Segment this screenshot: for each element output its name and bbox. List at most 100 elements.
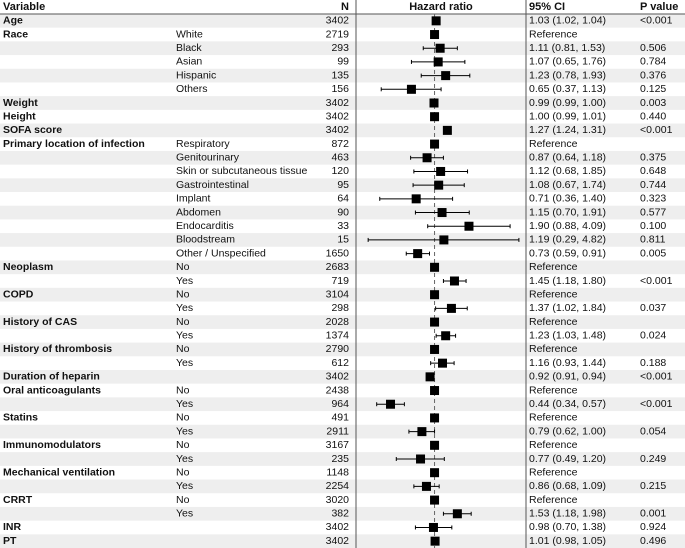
hr-square <box>430 386 440 396</box>
subgroup-label: No <box>176 466 190 478</box>
p-value: 0.375 <box>640 152 666 164</box>
hr-square <box>430 344 440 354</box>
variable-label: Primary location of infection <box>3 138 145 150</box>
n-value: 719 <box>331 275 349 287</box>
n-value: 15 <box>337 234 349 246</box>
ci-text: 0.73 (0.59, 0.91) <box>529 247 606 259</box>
ci-text: 1.03 (1.02, 1.04) <box>529 15 606 27</box>
subgroup-label: Yes <box>176 425 193 437</box>
variable-label: Race <box>3 28 28 40</box>
n-value: 235 <box>331 453 349 465</box>
n-value: 3402 <box>326 124 350 136</box>
row-shade <box>0 342 685 357</box>
ci-text: 1.23 (0.78, 1.93) <box>529 69 606 81</box>
variable-label: Weight <box>3 97 38 109</box>
subgroup-label: Yes <box>176 357 193 369</box>
row-shade <box>0 424 685 439</box>
hr-square <box>433 57 443 67</box>
subgroup-label: Yes <box>176 453 193 465</box>
header-n: N <box>341 1 349 13</box>
subgroup-label: Yes <box>176 480 193 492</box>
subgroup-label: Genitourinary <box>176 152 240 164</box>
p-value: 0.744 <box>640 179 666 191</box>
p-value: 0.811 <box>640 234 666 246</box>
ci-text: 1.45 (1.18, 1.80) <box>529 275 606 287</box>
hr-square <box>431 16 441 26</box>
hr-square <box>452 509 462 519</box>
p-value: 0.577 <box>640 206 666 218</box>
n-value: 2254 <box>326 480 350 492</box>
variable-label: INR <box>3 521 22 533</box>
ci-text: 1.23 (1.03, 1.48) <box>529 330 606 342</box>
row-shade <box>0 534 685 548</box>
row-shade <box>0 506 685 521</box>
row-shade <box>0 287 685 302</box>
subgroup-label: No <box>176 412 190 424</box>
p-value: <0.001 <box>640 15 673 27</box>
p-value: 0.215 <box>640 480 666 492</box>
row-shade <box>0 479 685 494</box>
ci-text: Reference <box>529 439 578 451</box>
header-variable: Variable <box>3 1 45 13</box>
n-value: 2790 <box>326 343 350 355</box>
hr-square <box>437 208 447 218</box>
p-value: 0.054 <box>640 425 666 437</box>
n-value: 964 <box>331 398 349 410</box>
ci-text: 1.11 (0.81, 1.53) <box>529 42 605 54</box>
subgroup-label: No <box>176 316 190 328</box>
subgroup-label: Yes <box>176 302 193 314</box>
subgroup-label: White <box>176 28 203 40</box>
n-value: 2028 <box>326 316 350 328</box>
p-value: 0.784 <box>640 56 666 68</box>
hr-square <box>430 139 440 149</box>
n-value: 2719 <box>326 28 350 40</box>
n-value: 1374 <box>326 330 350 342</box>
n-value: 3402 <box>326 535 350 547</box>
ci-text: 0.65 (0.37, 1.13) <box>529 83 606 95</box>
hr-square <box>430 317 440 327</box>
ci-text: 1.16 (0.93, 1.44) <box>529 357 606 369</box>
hr-square <box>417 427 427 437</box>
subgroup-label: Abdomen <box>176 206 221 218</box>
n-value: 3167 <box>326 439 350 451</box>
subgroup-label: Implant <box>176 193 211 205</box>
ci-text: 1.37 (1.02, 1.84) <box>529 302 606 314</box>
p-value: <0.001 <box>640 124 673 136</box>
variable-label: History of CAS <box>3 316 77 328</box>
hr-square <box>430 495 440 505</box>
n-value: 382 <box>331 508 349 520</box>
row-shade <box>0 14 685 28</box>
n-value: 298 <box>331 302 349 314</box>
ci-text: 0.98 (0.70, 1.38) <box>529 521 606 533</box>
n-value: 64 <box>337 193 349 205</box>
subgroup-label: Other / Unspecified <box>176 247 266 259</box>
hr-square <box>430 468 440 478</box>
n-value: 135 <box>331 69 349 81</box>
n-value: 3402 <box>326 371 350 383</box>
p-value: <0.001 <box>640 275 673 287</box>
n-value: 872 <box>331 138 349 150</box>
row-shade <box>0 260 685 275</box>
subgroup-label: Yes <box>176 508 193 520</box>
subgroup-label: Asian <box>176 56 202 68</box>
subgroup-label: Bloodstream <box>176 234 235 246</box>
ci-text: 0.44 (0.34, 0.57) <box>529 398 606 410</box>
row-shade <box>0 205 685 220</box>
subgroup-label: Yes <box>176 330 193 342</box>
ci-text: Reference <box>529 138 578 150</box>
ci-text: 1.19 (0.29, 4.82) <box>529 234 606 246</box>
row-shade <box>0 370 685 384</box>
p-value: <0.001 <box>640 371 673 383</box>
variable-label: Oral anticoagulants <box>3 384 101 396</box>
n-value: 156 <box>331 83 349 95</box>
variable-label: Duration of heparin <box>3 371 100 383</box>
ci-text: 1.90 (0.88, 4.09) <box>529 220 606 232</box>
ci-text: Reference <box>529 288 578 300</box>
ci-text: Reference <box>529 466 578 478</box>
ci-text: 1.53 (1.18, 1.98) <box>529 508 606 520</box>
subgroup-label: No <box>176 439 190 451</box>
subgroup-label: No <box>176 384 190 396</box>
ci-text: Reference <box>529 343 578 355</box>
n-value: 2911 <box>326 425 349 437</box>
n-value: 1148 <box>326 466 349 478</box>
